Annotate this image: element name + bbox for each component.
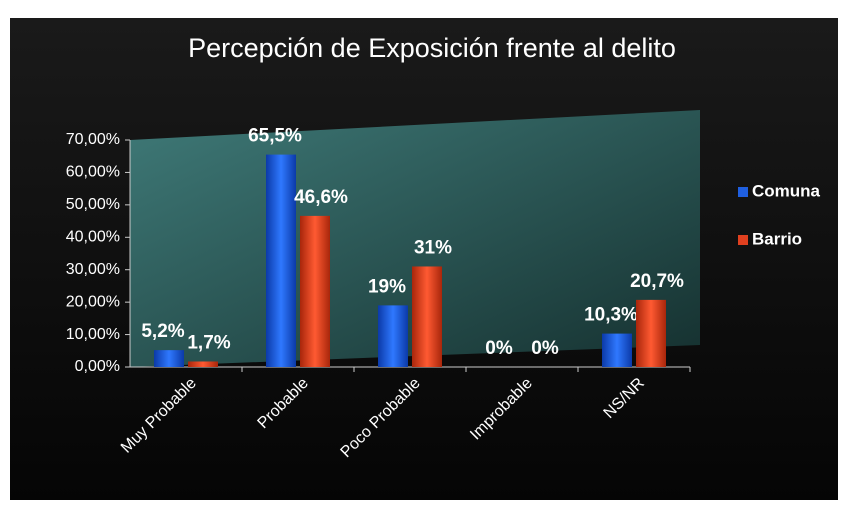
value-label: 1,7% bbox=[187, 333, 230, 354]
y-tick-label: 60,00% bbox=[66, 164, 120, 181]
value-label: 19% bbox=[368, 276, 406, 297]
bar bbox=[266, 154, 296, 367]
value-label: 20,7% bbox=[630, 271, 684, 292]
legend-label: Comuna bbox=[752, 181, 821, 200]
bar bbox=[188, 361, 218, 367]
legend-swatch bbox=[738, 235, 748, 245]
value-label: 31% bbox=[414, 237, 452, 258]
bar bbox=[602, 333, 632, 367]
bar bbox=[636, 299, 666, 367]
chart-title: Percepción de Exposición frente al delit… bbox=[188, 33, 676, 63]
value-label: 10,3% bbox=[584, 305, 638, 326]
legend-swatch bbox=[738, 187, 748, 197]
y-tick-label: 20,00% bbox=[66, 293, 120, 310]
value-label: 46,6% bbox=[294, 187, 348, 208]
y-tick-label: 70,00% bbox=[66, 131, 120, 148]
value-label: 65,5% bbox=[248, 126, 302, 147]
bar bbox=[300, 215, 330, 367]
y-tick-label: 30,00% bbox=[66, 261, 120, 278]
value-label: 0% bbox=[531, 338, 559, 359]
y-tick-label: 10,00% bbox=[66, 326, 120, 343]
value-label: 5,2% bbox=[141, 321, 184, 342]
bar bbox=[154, 350, 184, 367]
value-label: 0% bbox=[485, 338, 513, 359]
legend-label: Barrio bbox=[752, 229, 802, 248]
y-tick-label: 40,00% bbox=[66, 229, 120, 246]
y-tick-label: 0,00% bbox=[75, 358, 120, 375]
y-tick-label: 50,00% bbox=[66, 196, 120, 213]
bar bbox=[378, 305, 408, 367]
bar bbox=[412, 266, 442, 367]
